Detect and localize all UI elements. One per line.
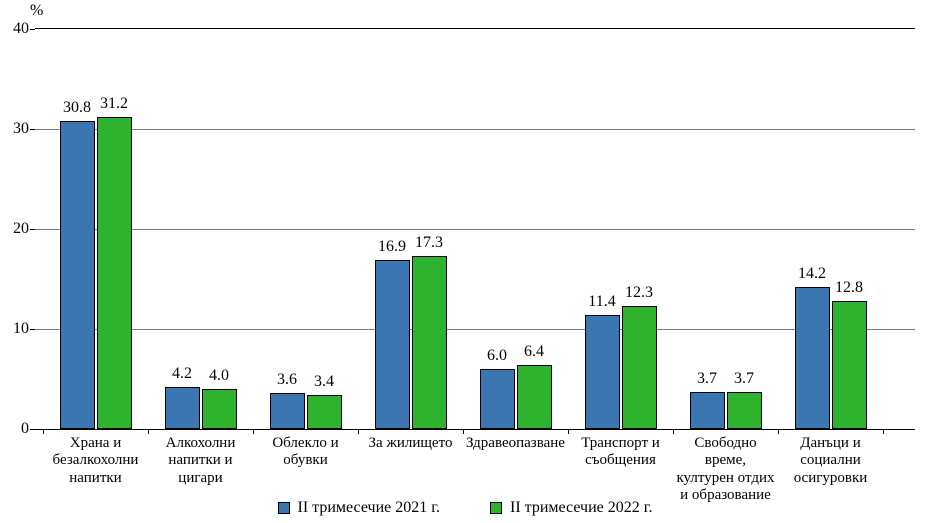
bar-series1 <box>375 260 410 429</box>
ytick-label: 30 <box>13 120 29 138</box>
y-axis-title: % <box>30 2 43 20</box>
legend-label-2021: II тримесечие 2021 г. <box>298 499 441 517</box>
chart-container: % 01020304030.831.2Храна и безалкохолни … <box>0 0 930 523</box>
category-label: За жилището <box>358 435 463 452</box>
ytick-label: 20 <box>13 220 29 238</box>
bar-series1 <box>60 121 95 429</box>
bar-series2 <box>307 395 342 429</box>
bar-series1 <box>585 315 620 429</box>
xtick-mark <box>673 429 674 434</box>
xtick-mark <box>43 429 44 434</box>
bar-series1 <box>690 392 725 429</box>
bar-series2 <box>517 365 552 429</box>
bar-series2 <box>97 117 132 429</box>
category-label: Данъци и социални осигуровки <box>778 435 883 487</box>
legend: II тримесечие 2021 г. II тримесечие 2022… <box>0 499 930 517</box>
ytick-mark <box>30 29 35 30</box>
bar-value-label: 31.2 <box>89 95 139 113</box>
category-label: Облекло и обувки <box>253 435 358 470</box>
xtick-mark <box>148 429 149 434</box>
bar-value-label: 17.3 <box>404 234 454 252</box>
ytick-mark <box>30 429 35 430</box>
xtick-mark <box>883 429 884 434</box>
category-label: Храна и безалкохолни напитки <box>43 435 148 487</box>
ytick-mark <box>30 229 35 230</box>
bar-value-label: 4.0 <box>194 367 244 385</box>
bar-value-label: 12.8 <box>824 279 874 297</box>
plot-area: 01020304030.831.2Храна и безалкохолни на… <box>35 28 915 430</box>
gridline <box>35 329 915 330</box>
bar-series1 <box>270 393 305 429</box>
gridline <box>35 229 915 230</box>
ytick-label: 0 <box>21 420 29 438</box>
legend-label-2022: II тримесечие 2022 г. <box>510 499 653 517</box>
bar-value-label: 12.3 <box>614 284 664 302</box>
ytick-mark <box>30 129 35 130</box>
legend-item-2021: II тримесечие 2021 г. <box>278 499 441 517</box>
bar-series2 <box>412 256 447 429</box>
xtick-mark <box>568 429 569 434</box>
bar-value-label: 3.4 <box>299 373 349 391</box>
bar-series1 <box>165 387 200 429</box>
ytick-label: 10 <box>13 320 29 338</box>
xtick-mark <box>358 429 359 434</box>
category-label: Транспорт и съобщения <box>568 435 673 470</box>
xtick-mark <box>253 429 254 434</box>
xtick-mark <box>778 429 779 434</box>
bar-value-label: 3.7 <box>719 370 769 388</box>
xtick-mark <box>463 429 464 434</box>
bar-series1 <box>795 287 830 429</box>
category-label: Алкохолни напитки и цигари <box>148 435 253 487</box>
legend-swatch-2021 <box>278 502 290 514</box>
category-label: Здравеопазване <box>463 435 568 452</box>
bar-series2 <box>622 306 657 429</box>
ytick-label: 40 <box>13 20 29 38</box>
legend-swatch-2022 <box>490 502 502 514</box>
ytick-mark <box>30 329 35 330</box>
gridline <box>35 129 915 130</box>
bar-series2 <box>832 301 867 429</box>
bar-series2 <box>202 389 237 429</box>
bar-series1 <box>480 369 515 429</box>
legend-item-2022: II тримесечие 2022 г. <box>490 499 653 517</box>
bar-series2 <box>727 392 762 429</box>
category-label: Свободно време, културен отдих и образов… <box>673 435 778 504</box>
bar-value-label: 6.4 <box>509 343 559 361</box>
